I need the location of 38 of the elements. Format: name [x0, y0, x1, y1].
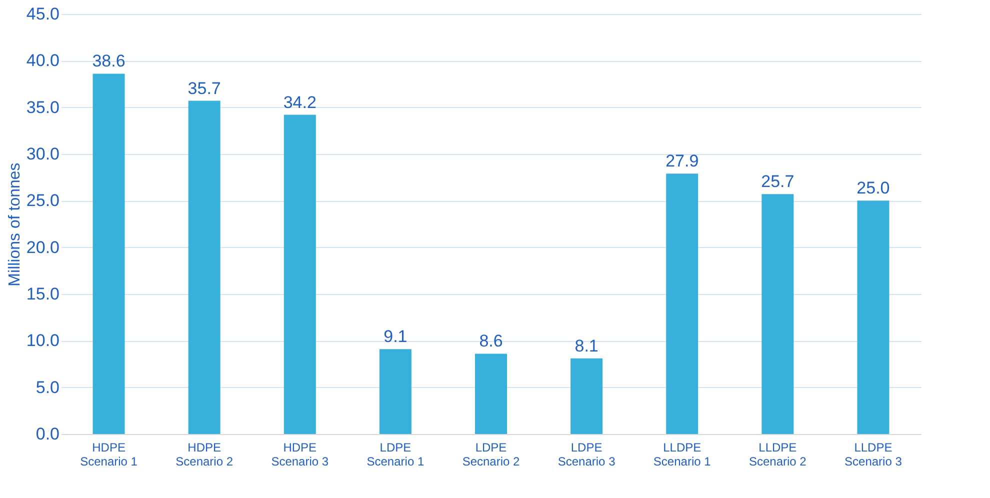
bar	[188, 100, 220, 434]
bar	[92, 74, 125, 434]
y-tick-label: 30.0	[26, 144, 60, 164]
data-label: 35.7	[188, 78, 221, 98]
data-label: 25.7	[761, 172, 794, 192]
x-tick-label: HDPE Scenario 2	[176, 440, 234, 468]
y-tick-label: 5.0	[36, 378, 60, 397]
x-tick-label: LDPE Secnario 2	[462, 440, 520, 468]
data-label: 9.1	[384, 327, 408, 346]
x-tick-label: HDPE Scenario 1	[80, 440, 138, 468]
x-tick-label: LDPE Scenario 1	[366, 440, 424, 468]
data-label: 8.1	[574, 336, 598, 356]
bar	[762, 194, 794, 434]
y-axis-title: Millions of tonnes	[6, 162, 24, 286]
bar	[570, 358, 603, 434]
y-tick-label: 45.0	[26, 4, 60, 24]
x-tick-label: LDPE Scenario 3	[558, 440, 616, 468]
data-label: 8.6	[479, 332, 503, 351]
bar	[284, 114, 316, 434]
x-tick-label: HDPE Scenario 3	[271, 440, 329, 468]
y-tick-label: 25.0	[26, 191, 60, 210]
data-label: 27.9	[666, 152, 699, 171]
bar	[379, 349, 412, 434]
y-tick-label: 10.0	[26, 331, 60, 350]
y-tick-label: 35.0	[26, 98, 60, 117]
y-tick-label: 20.0	[26, 238, 60, 257]
x-tick-label: LLDPE Scenario 1	[653, 440, 712, 468]
bar	[475, 354, 507, 434]
data-label: 34.2	[283, 92, 316, 112]
bar	[857, 200, 890, 434]
y-tick-label: 40.0	[26, 51, 60, 70]
y-tick-label: 0.0	[36, 424, 60, 444]
data-label: 38.6	[92, 52, 126, 71]
x-tick-label: LLDPE Scenario 2	[748, 440, 807, 468]
y-tick-label: 15.0	[26, 284, 60, 304]
x-tick-label: LLDPE Scenario 3	[844, 440, 902, 468]
bar	[666, 174, 698, 434]
data-label: 25.0	[856, 178, 890, 198]
